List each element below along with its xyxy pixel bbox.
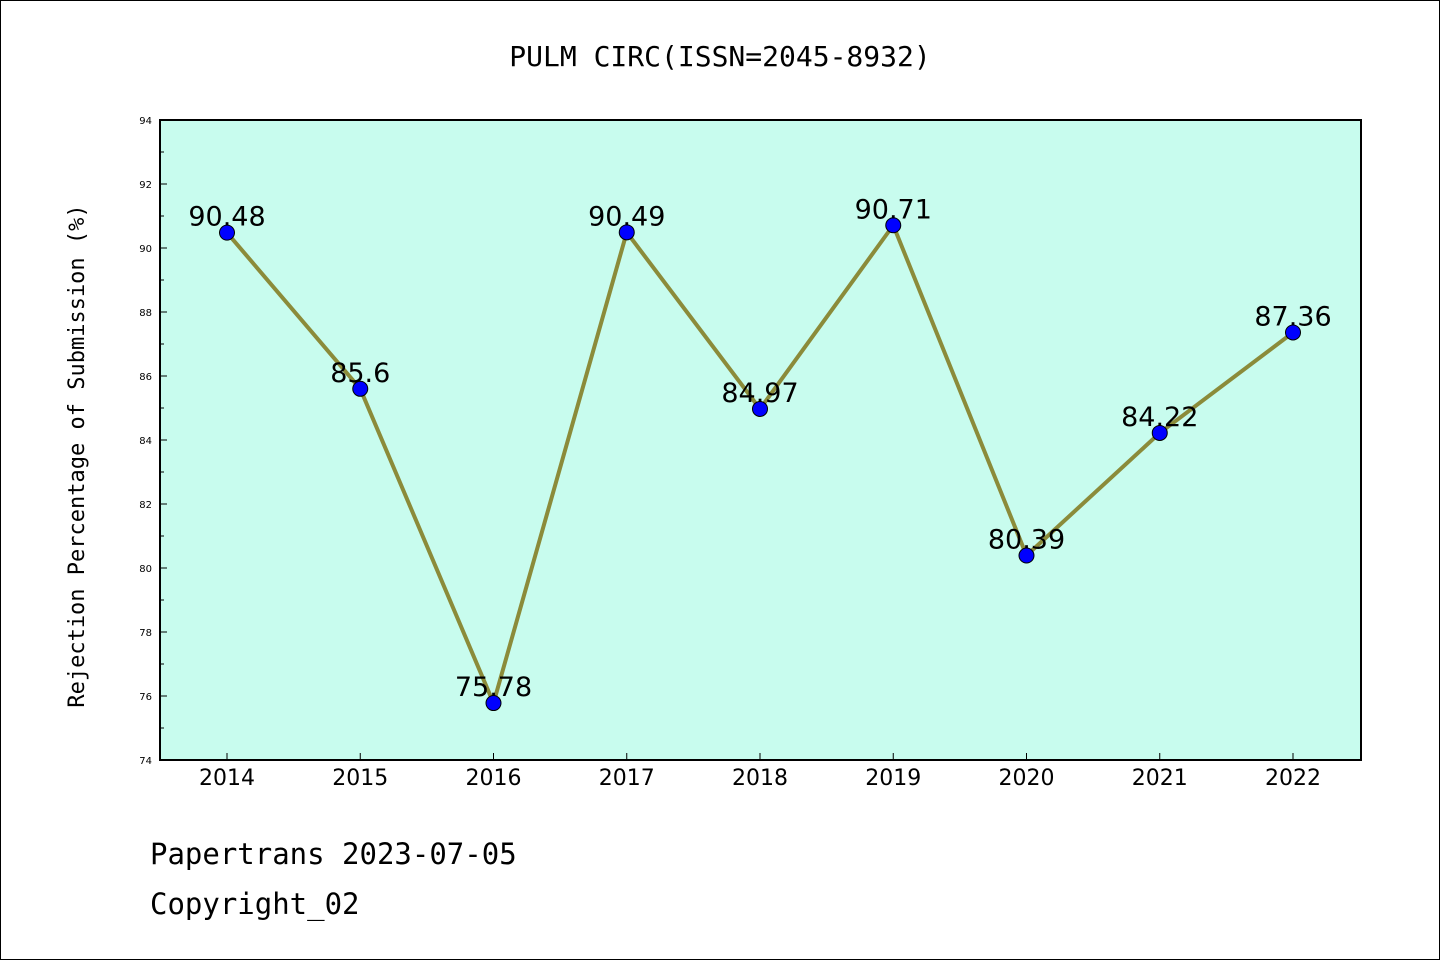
data-point xyxy=(752,400,768,417)
y-tick-label: 76 xyxy=(139,692,152,703)
data-label: 90.71 xyxy=(855,194,932,225)
y-tick-label: 92 xyxy=(139,180,152,191)
data-label: 90.49 xyxy=(588,201,665,232)
data-point xyxy=(1018,547,1035,564)
data-label: 75.78 xyxy=(455,672,532,703)
y-axis-label: Rejection Percentage of Submission (%) xyxy=(65,204,90,707)
data-point xyxy=(1151,424,1168,441)
x-tick-label: 2016 xyxy=(466,766,522,791)
y-axis: 74 76 78 80 82 84 86 88 90 92 94 xyxy=(139,116,167,767)
y-tick-label: 78 xyxy=(139,628,152,639)
y-tick-label: 86 xyxy=(139,372,152,383)
data-point xyxy=(219,224,235,241)
data-points xyxy=(219,217,1301,712)
chart-title: PULM CIRC(ISSN=2045-8932) xyxy=(509,40,930,73)
data-label: 84.22 xyxy=(1121,402,1198,433)
y-tick-label: 84 xyxy=(139,436,152,447)
data-point xyxy=(885,217,902,234)
y-tick-label: 74 xyxy=(139,756,152,767)
data-point xyxy=(618,224,635,241)
x-tick-label: 2020 xyxy=(999,766,1055,791)
plot-area xyxy=(160,120,1361,760)
footer-date: Papertrans 2023-07-05 xyxy=(150,837,517,871)
data-labels: 90.48 85.6 75.78 90.49 84.97 90.71 80.39 84.22 8… xyxy=(188,194,1331,703)
x-tick-label: 2021 xyxy=(1132,766,1188,791)
y-tick-label: 82 xyxy=(139,500,152,511)
y-tick-label: 88 xyxy=(139,308,152,319)
x-tick-label: 2018 xyxy=(732,766,788,791)
footer-copyright: Copyright_02 xyxy=(150,887,360,922)
x-tick-label: 2022 xyxy=(1265,766,1321,791)
y-tick-label: 90 xyxy=(139,244,152,255)
data-point xyxy=(485,695,502,712)
y-tick-label: 94 xyxy=(139,116,152,127)
data-label: 90.48 xyxy=(188,202,265,233)
data-label: 85.6 xyxy=(330,358,390,389)
data-label: 80.39 xyxy=(988,525,1065,556)
y-tick-label: 80 xyxy=(139,564,152,575)
plot-border xyxy=(159,119,1362,761)
x-tick-label: 2015 xyxy=(332,766,388,791)
data-label: 87.36 xyxy=(1254,301,1331,332)
data-point xyxy=(1285,324,1301,341)
data-point xyxy=(352,380,369,397)
x-tick-label: 2014 xyxy=(199,766,255,791)
x-axis: 2014 2015 2016 2017 2018 2019 2020 2021 2022 xyxy=(199,753,1321,791)
x-tick-label: 2017 xyxy=(599,766,655,791)
x-tick-label: 2019 xyxy=(865,766,921,791)
data-label: 84.97 xyxy=(721,378,798,409)
